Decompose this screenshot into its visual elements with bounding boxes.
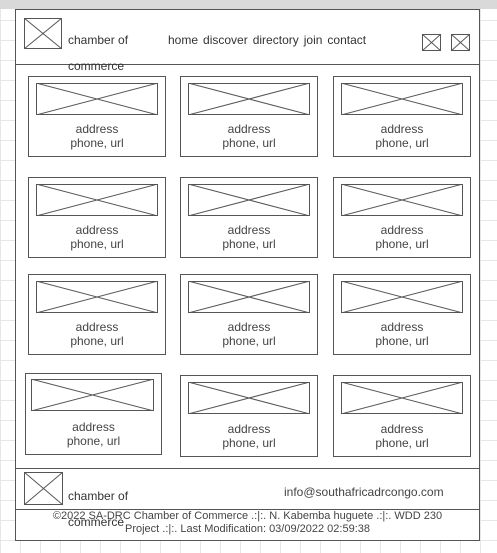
business-card[interactable]: address phone, url — [333, 76, 471, 157]
nav-home[interactable]: home — [168, 33, 199, 47]
business-contact: phone, url — [375, 436, 429, 450]
social-icon-2[interactable] — [451, 34, 470, 51]
nav-contact[interactable]: contact — [327, 33, 367, 47]
business-card[interactable]: address phone, url — [180, 76, 318, 157]
business-card[interactable]: address phone, url — [180, 375, 318, 457]
business-image-placeholder — [36, 83, 158, 115]
business-info: address phone, url — [181, 422, 317, 450]
business-address: address — [75, 320, 119, 334]
business-contact: phone, url — [222, 334, 276, 348]
business-address: address — [75, 122, 119, 136]
business-info: address phone, url — [29, 223, 165, 251]
nav-discover[interactable]: discover — [203, 33, 248, 47]
logo-image-placeholder[interactable] — [24, 18, 62, 49]
business-image-placeholder — [188, 184, 310, 216]
business-info: address phone, url — [334, 223, 470, 251]
logo-line-2: commerce — [68, 59, 125, 73]
business-info: address phone, url — [334, 320, 470, 348]
business-contact: phone, url — [222, 436, 276, 450]
business-address: address — [227, 223, 271, 237]
business-address: address — [72, 420, 115, 434]
copyright-line-2: Project .:|:. Last Modification: 03/09/2… — [124, 523, 370, 535]
main-nav: home discover directory join contact — [168, 33, 366, 47]
business-card[interactable]: address phone, url — [28, 76, 166, 157]
copyright-text: ©2022 SA-DRC Chamber of Commerce .:|:. N… — [16, 510, 479, 536]
copyright-line-1: ©2022 SA-DRC Chamber of Commerce .:|:. N… — [52, 510, 443, 522]
site-header: chamber of commerce home discover direct… — [16, 10, 479, 73]
footer-logo-image-placeholder[interactable] — [24, 472, 63, 505]
business-image-placeholder — [341, 83, 463, 115]
business-contact: phone, url — [222, 136, 276, 150]
business-info: address phone, url — [181, 320, 317, 348]
business-card[interactable]: address phone, url — [25, 373, 162, 455]
business-card[interactable]: address phone, url — [333, 177, 471, 258]
business-info: address phone, url — [29, 320, 165, 348]
business-address: address — [380, 422, 424, 436]
business-image-placeholder — [188, 382, 310, 414]
business-contact: phone, url — [375, 136, 429, 150]
business-card[interactable]: address phone, url — [333, 375, 471, 457]
business-contact: phone, url — [70, 237, 124, 251]
business-info: address phone, url — [334, 122, 470, 150]
business-address: address — [227, 422, 271, 436]
business-address: address — [75, 223, 119, 237]
site-footer: chamber of commerce info@southafricadrco… — [16, 468, 479, 529]
footer-logo-line-1: chamber of — [68, 489, 129, 503]
browser-top-bar — [0, 0, 497, 9]
business-address: address — [227, 320, 271, 334]
business-image-placeholder — [31, 379, 154, 411]
business-image-placeholder — [341, 184, 463, 216]
business-image-placeholder — [188, 83, 310, 115]
business-image-placeholder — [341, 281, 463, 313]
social-icon-1[interactable] — [422, 34, 441, 51]
business-info: address phone, url — [181, 122, 317, 150]
business-image-placeholder — [36, 281, 158, 313]
business-info: address phone, url — [26, 420, 161, 448]
business-address: address — [380, 122, 424, 136]
page-wireframe: chamber of commerce home discover direct… — [15, 9, 480, 541]
business-contact: phone, url — [70, 136, 124, 150]
business-card[interactable]: address phone, url — [180, 274, 318, 355]
business-card[interactable]: address phone, url — [28, 177, 166, 258]
business-card[interactable]: address phone, url — [333, 274, 471, 355]
business-contact: phone, url — [375, 334, 429, 348]
business-contact: phone, url — [70, 334, 124, 348]
business-info: address phone, url — [334, 422, 470, 450]
business-address: address — [227, 122, 271, 136]
business-card[interactable]: address phone, url — [28, 274, 166, 355]
nav-join[interactable]: join — [303, 33, 323, 47]
nav-directory[interactable]: directory — [252, 33, 299, 47]
footer-logo-line-2: commerce — [68, 515, 125, 529]
business-address: address — [380, 223, 424, 237]
business-image-placeholder — [188, 281, 310, 313]
footer-email-link[interactable]: info@southafricadrcongo.com — [284, 485, 444, 499]
business-card[interactable]: address phone, url — [180, 177, 318, 258]
business-contact: phone, url — [222, 237, 276, 251]
business-contact: phone, url — [66, 434, 121, 448]
business-contact: phone, url — [375, 237, 429, 251]
footer-logo-text[interactable]: chamber of commerce — [68, 477, 128, 542]
business-address: address — [380, 320, 424, 334]
business-info: address phone, url — [29, 122, 165, 150]
business-info: address phone, url — [181, 223, 317, 251]
business-image-placeholder — [36, 184, 158, 216]
logo-line-1: chamber of — [68, 33, 129, 47]
business-image-placeholder — [341, 382, 463, 414]
logo-text[interactable]: chamber of commerce — [68, 21, 128, 86]
